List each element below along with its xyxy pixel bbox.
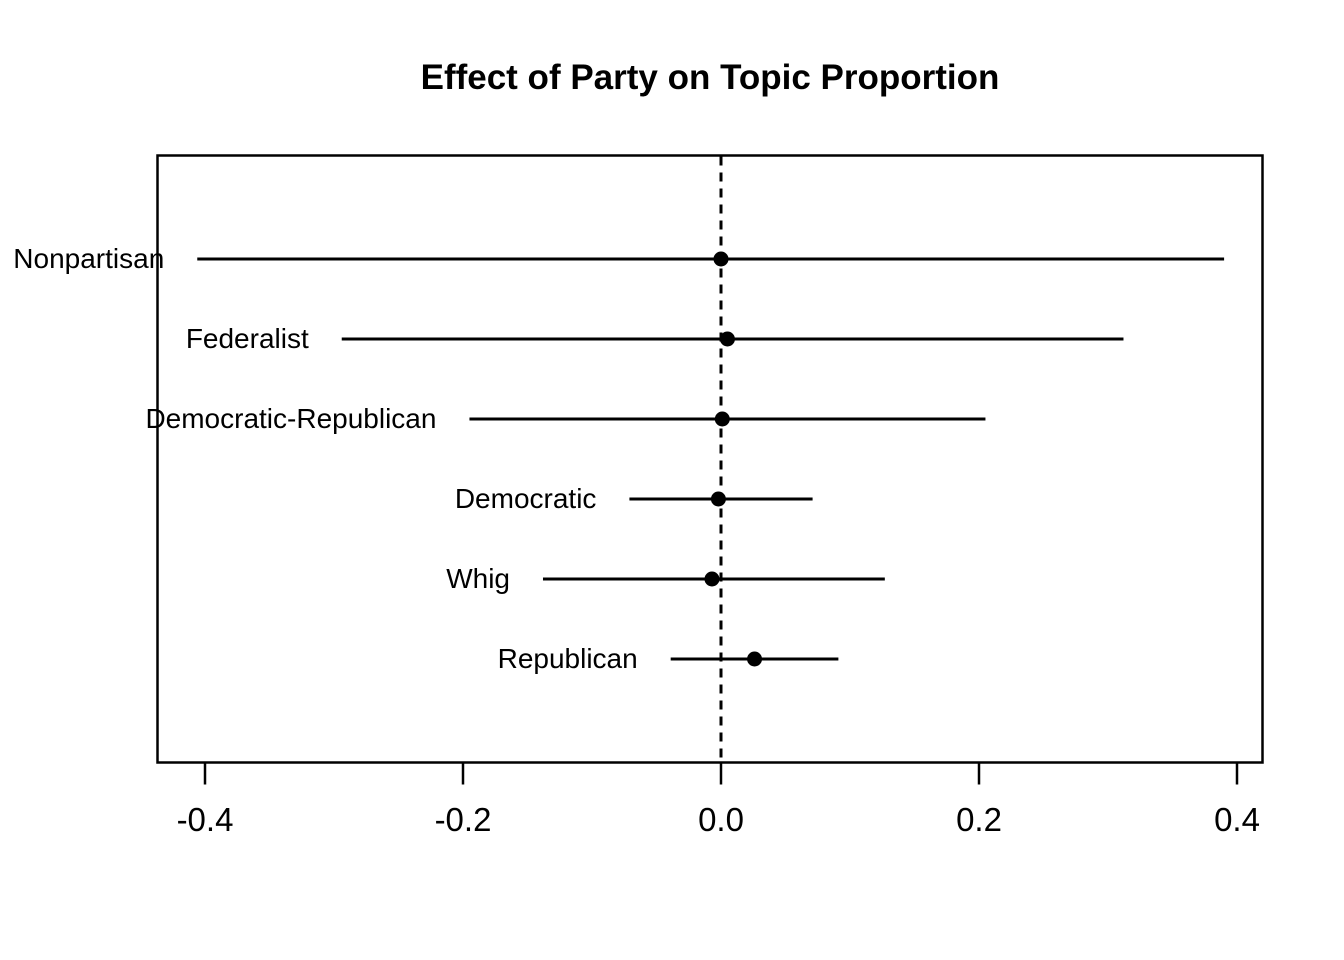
estimate-dot <box>747 651 763 667</box>
category-label: Republican <box>497 643 638 674</box>
estimate-dot <box>704 571 720 587</box>
x-tick-label: -0.4 <box>176 801 234 838</box>
estimate-dot <box>714 411 730 427</box>
category-label: Democratic-Republican <box>145 403 437 434</box>
x-tick-label: 0.0 <box>698 801 744 838</box>
estimate-dot <box>719 331 735 347</box>
chart-title: Effect of Party on Topic Proportion <box>420 58 1000 97</box>
x-tick-label: -0.2 <box>434 801 492 838</box>
category-label: Nonpartisan <box>13 243 165 274</box>
plot-border <box>156 154 1264 764</box>
category-label: Federalist <box>185 323 309 354</box>
estimate-dot <box>710 491 726 507</box>
estimate-dot <box>713 251 729 267</box>
category-label: Democratic <box>454 483 597 514</box>
category-label: Whig <box>446 563 510 594</box>
x-tick-label: 0.2 <box>956 801 1002 838</box>
x-tick-label: 0.4 <box>1214 801 1260 838</box>
